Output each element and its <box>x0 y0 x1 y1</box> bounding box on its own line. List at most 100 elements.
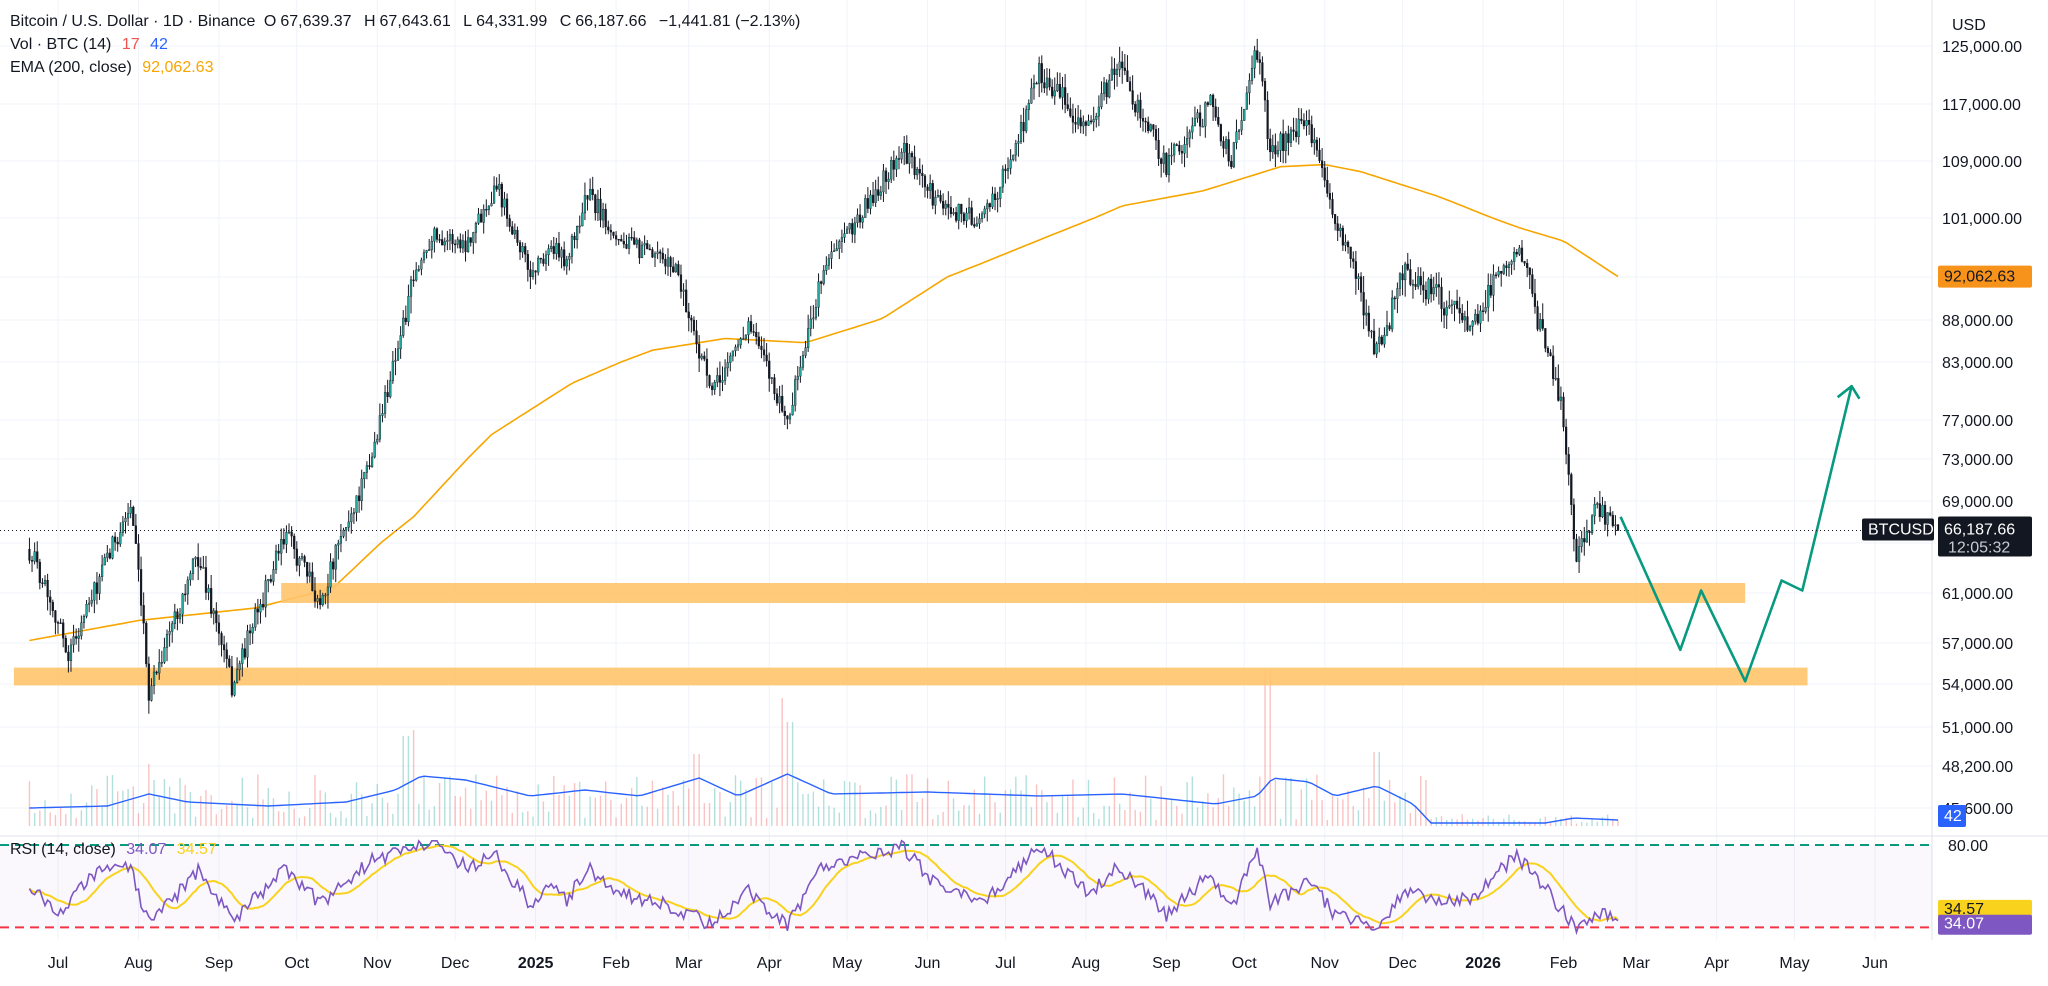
candle-35 <box>119 522 122 547</box>
candle-body <box>85 604 88 617</box>
volume-bar-274 <box>739 780 742 826</box>
candle-body <box>1287 133 1290 143</box>
candle-513 <box>1359 272 1363 302</box>
candle-425 <box>1131 75 1134 110</box>
candle-193 <box>529 260 532 289</box>
candle-33 <box>114 532 117 551</box>
candle-601 <box>1588 530 1591 546</box>
candle-body <box>1570 474 1573 505</box>
volume-bar-24 <box>91 785 93 826</box>
candle-body <box>370 456 374 467</box>
candle-281 <box>757 331 760 350</box>
candle-body <box>62 622 65 639</box>
candle-557 <box>1474 309 1477 325</box>
candle-body <box>368 465 371 467</box>
candle-body <box>1030 87 1033 104</box>
candle-body <box>1375 343 1378 355</box>
volume-bar-360 <box>963 805 965 826</box>
candle-85 <box>248 624 252 646</box>
candle-body <box>230 666 234 696</box>
candle-262 <box>708 374 711 389</box>
candle-body <box>692 319 696 332</box>
candle-338 <box>905 135 908 165</box>
candle-body <box>456 239 459 245</box>
candle-503 <box>1333 213 1337 231</box>
candle-538 <box>1424 281 1428 306</box>
candle-90 <box>261 592 265 611</box>
candle-body <box>269 579 272 582</box>
candle-body <box>438 239 441 241</box>
candle-604 <box>1596 501 1599 509</box>
candle-body <box>786 415 789 420</box>
candle-body <box>430 240 433 250</box>
candle-body <box>1012 154 1015 160</box>
candle-body <box>378 415 381 440</box>
candle-217 <box>591 176 594 201</box>
candle-body <box>1380 336 1383 345</box>
volume-bar-424 <box>1129 792 1131 826</box>
candle-429 <box>1141 108 1145 132</box>
candle-362 <box>967 197 971 220</box>
candle-551 <box>1458 296 1461 324</box>
volume-bar-162 <box>449 776 451 826</box>
candle-body <box>1388 325 1391 330</box>
candle-body <box>1404 263 1407 281</box>
volume-bar-356 <box>952 798 955 826</box>
volume-bar-520 <box>1378 752 1380 826</box>
candle-body <box>337 542 340 546</box>
candle-body <box>1001 168 1004 188</box>
volume-bar-518 <box>1373 752 1375 826</box>
candle-body <box>1232 142 1235 168</box>
volume-bar-596 <box>1575 823 1578 826</box>
volume-bar-570 <box>1508 814 1510 826</box>
candle-550 <box>1455 289 1459 310</box>
candle-596 <box>1575 533 1578 563</box>
candle-237 <box>643 235 646 256</box>
candle-body <box>350 513 353 523</box>
candle-562 <box>1487 273 1490 322</box>
candle-120 <box>339 523 343 553</box>
volume-bar-22 <box>85 802 88 826</box>
candle-316 <box>848 222 851 234</box>
volume-bar-586 <box>1549 822 1552 826</box>
volume-bar-28 <box>101 806 103 826</box>
candle-265 <box>716 367 719 388</box>
candle-41 <box>134 513 137 545</box>
rsi-line <box>28 839 1619 936</box>
volume-bar-346 <box>926 778 929 826</box>
candle-body <box>607 226 610 231</box>
candle-body <box>1175 144 1178 146</box>
ema-price-tag-bg <box>1938 265 2032 288</box>
candle-310 <box>833 243 836 252</box>
volume-ma-tag-bg <box>1938 805 1966 827</box>
volume-bar-418 <box>1113 777 1116 826</box>
volume-bar-68 <box>205 790 207 826</box>
candle-body <box>565 259 568 267</box>
candle-143 <box>399 326 402 359</box>
candle-486 <box>1289 126 1293 148</box>
candle-350 <box>936 189 940 198</box>
candle-body <box>934 197 937 206</box>
candle-body <box>1188 131 1191 139</box>
candle-body <box>1199 112 1202 127</box>
candle-458 <box>1217 106 1220 127</box>
candle-body <box>1157 139 1160 159</box>
candle-365 <box>975 216 978 227</box>
candle-body <box>1040 63 1043 83</box>
candle-body <box>1165 152 1168 175</box>
candle-512 <box>1357 273 1360 290</box>
volume-bar-492 <box>1305 778 1308 826</box>
candle-body <box>1435 284 1438 288</box>
candle-body <box>762 349 766 356</box>
candle-548 <box>1450 299 1453 314</box>
candle-body <box>731 350 734 357</box>
candle-body <box>890 160 893 180</box>
candle-108 <box>308 562 311 583</box>
candle-431 <box>1147 116 1150 134</box>
candle-10 <box>54 609 57 635</box>
volume-bar-552 <box>1461 814 1463 826</box>
candle-563 <box>1489 273 1492 299</box>
volume-bar-58 <box>179 778 181 826</box>
candle-body <box>685 289 688 313</box>
